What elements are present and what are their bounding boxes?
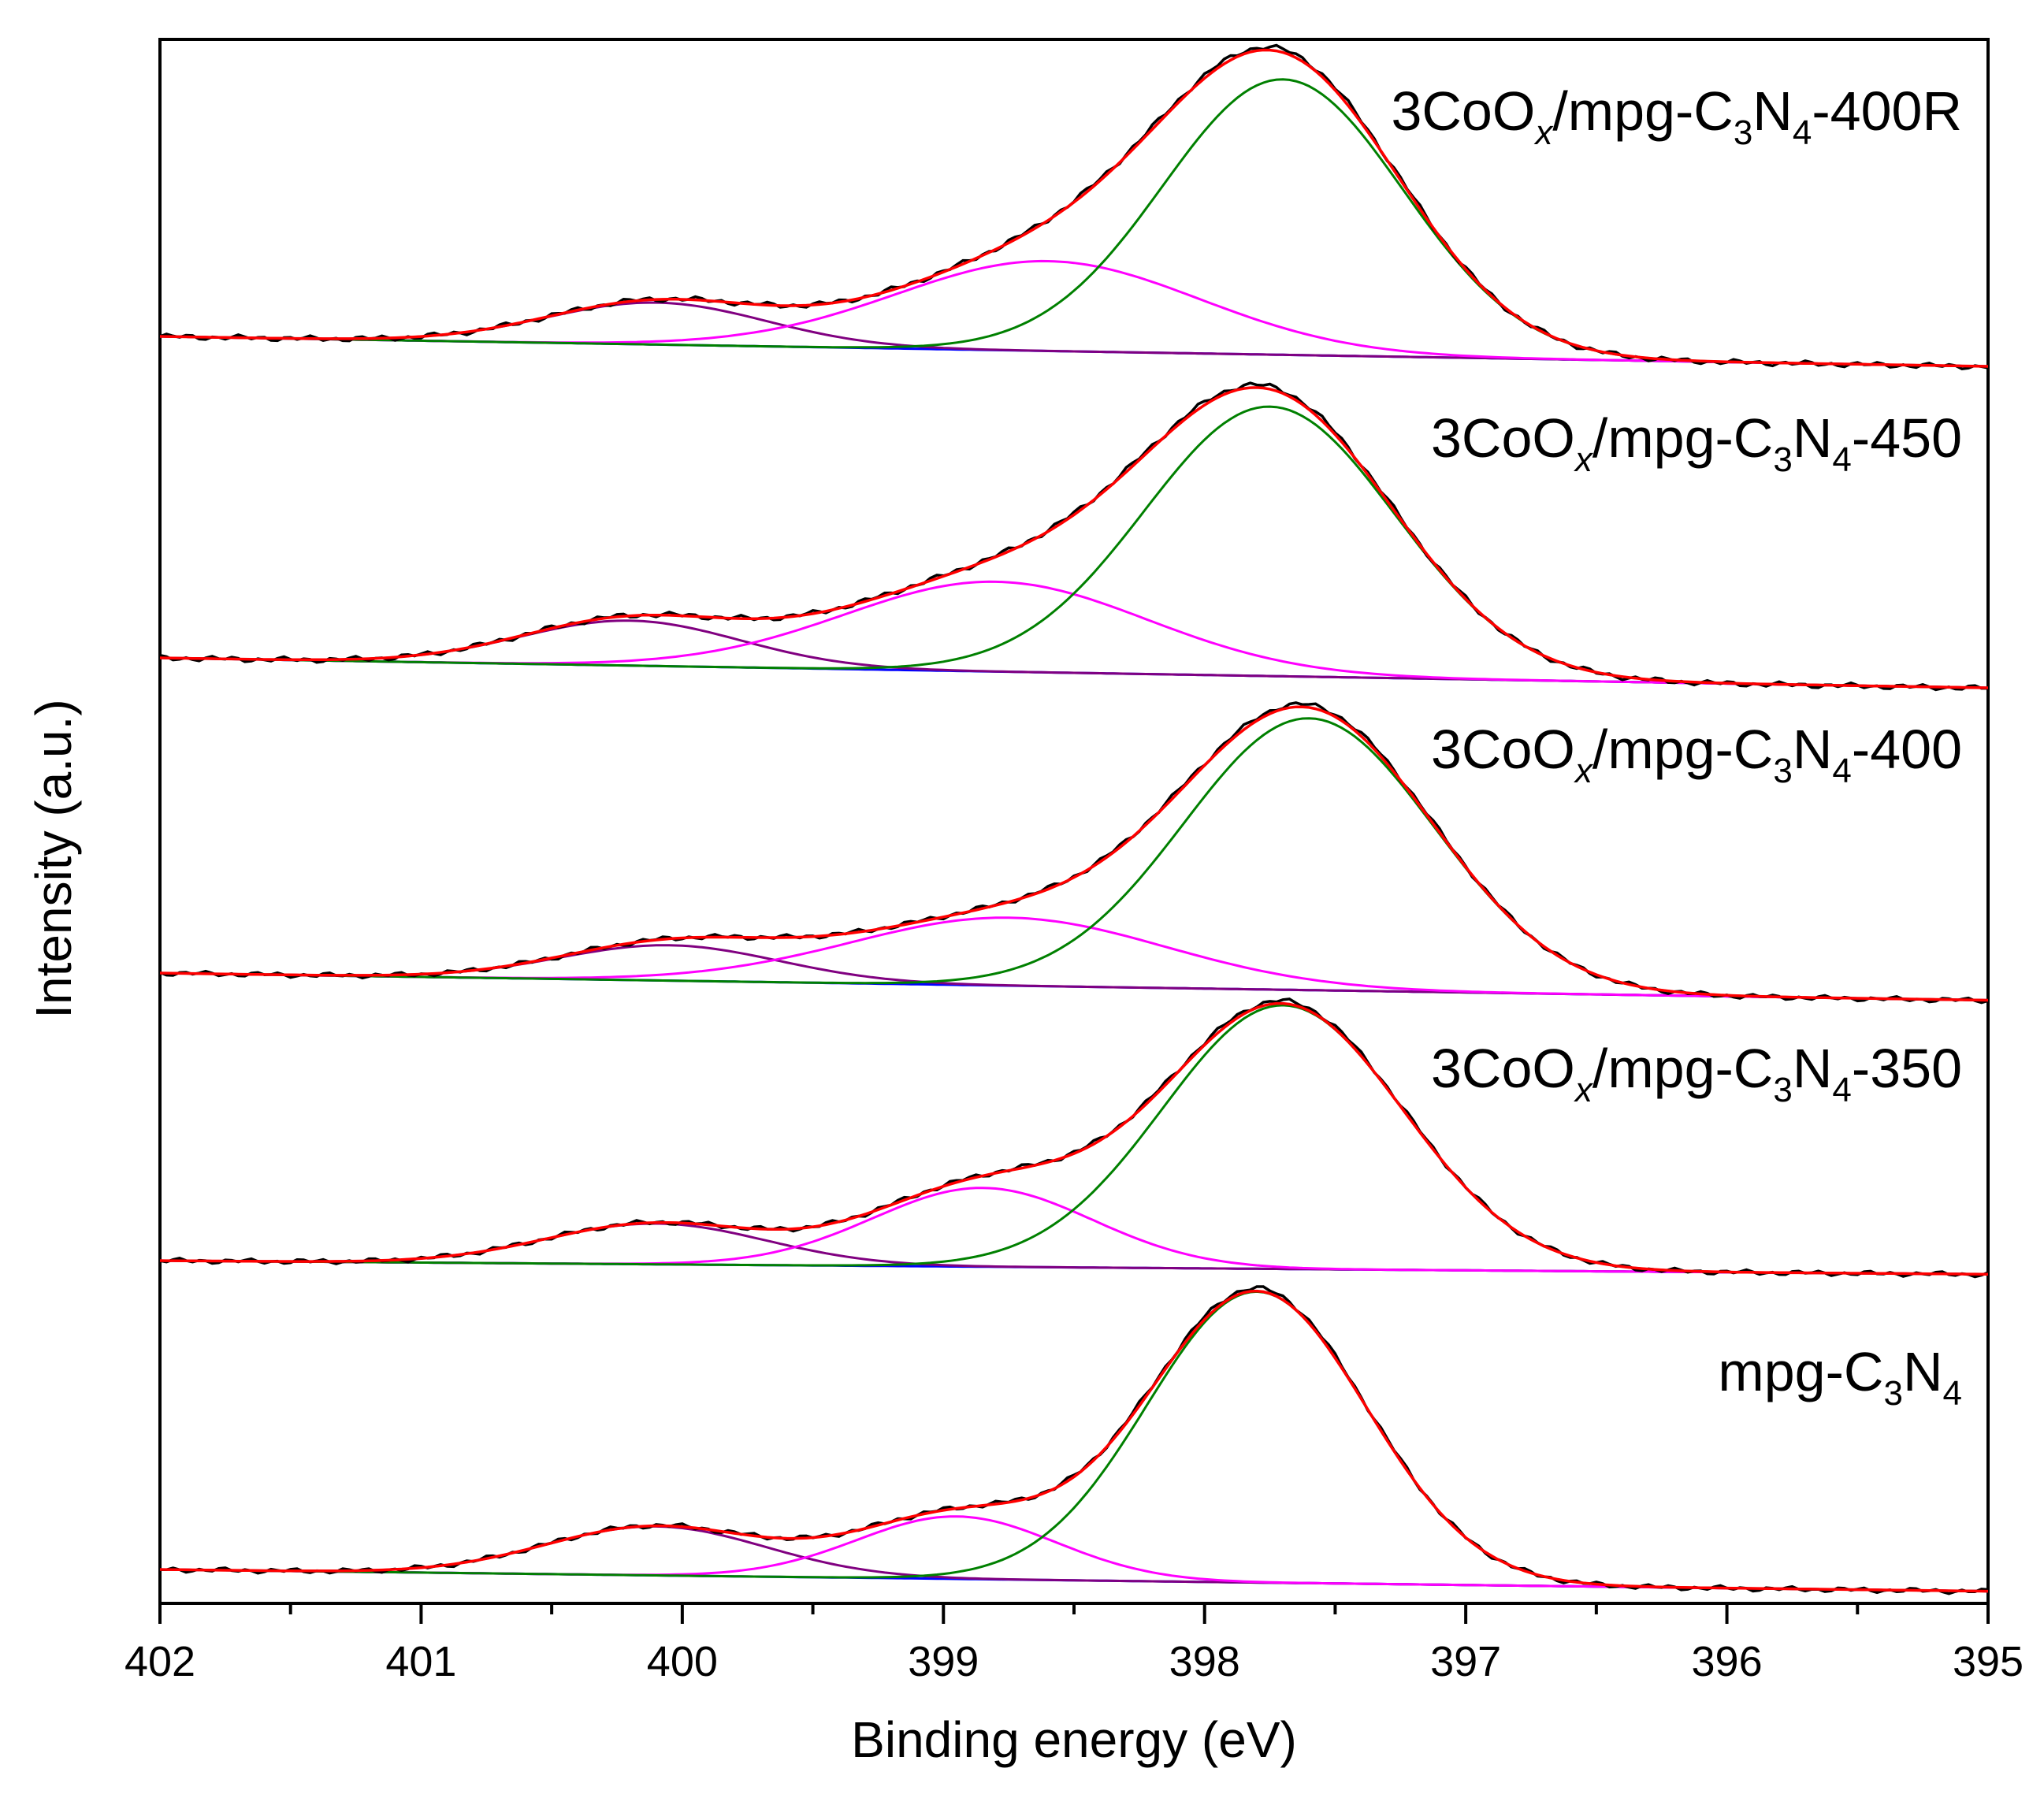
panel-label: 3CoOx/mpg-C3N4-400: [1431, 719, 1962, 790]
component-mid-BE-curve: [159, 1187, 1989, 1276]
spectrum-panel: [159, 701, 1989, 1005]
x-tick-label: 395: [1953, 1638, 2024, 1685]
x-tick-label: 397: [1430, 1638, 1501, 1685]
x-tick-label: 402: [124, 1638, 195, 1685]
panel-label: mpg-C3N4: [1718, 1341, 1962, 1413]
x-tick-label: 399: [908, 1638, 979, 1685]
panel-label: 3CoOx/mpg-C3N4-350: [1431, 1038, 1962, 1109]
spectrum-panel: [159, 43, 1989, 371]
component-high-BE-curve: [159, 1525, 1989, 1593]
x-tick-label: 396: [1692, 1638, 1763, 1685]
envelope-fit-curve: [159, 705, 1989, 1002]
spectra-curves: [159, 43, 1989, 1595]
envelope-fit-curve: [159, 1001, 1988, 1276]
envelope-fit-curve: [159, 48, 1989, 368]
spectrum-panel: [159, 1285, 1989, 1595]
panel-label: 3CoOx/mpg-C3N4-450: [1431, 407, 1962, 479]
panel-label: 3CoOx/mpg-C3N4-400R: [1391, 80, 1962, 152]
plot-frame: [158, 38, 1990, 1605]
component-high-BE-curve: [159, 1222, 1989, 1276]
experimental-curve: [159, 1285, 1989, 1595]
x-tick-label: 400: [647, 1638, 718, 1685]
spectrum-panel: [159, 381, 1989, 692]
envelope-fit-curve: [159, 1289, 1989, 1593]
x-tick-label: 401: [385, 1638, 456, 1685]
panel-labels: 3CoOx/mpg-C3N4-400R 3CoOx/mpg-C3N4-450 3Co…: [1391, 80, 1962, 1413]
x-axis-title: Binding energy (eV): [851, 1711, 1297, 1768]
x-tick-label: 398: [1169, 1638, 1240, 1685]
y-axis-title: Intensity (a.u.): [25, 699, 82, 1019]
x-axis-ticks: 402 401 400 399 398 397 396 395: [124, 1603, 2024, 1685]
component-low-BE-curve: [159, 1290, 1989, 1593]
spectrum-panel: [159, 997, 1989, 1279]
envelope-fit-curve: [159, 386, 1989, 689]
